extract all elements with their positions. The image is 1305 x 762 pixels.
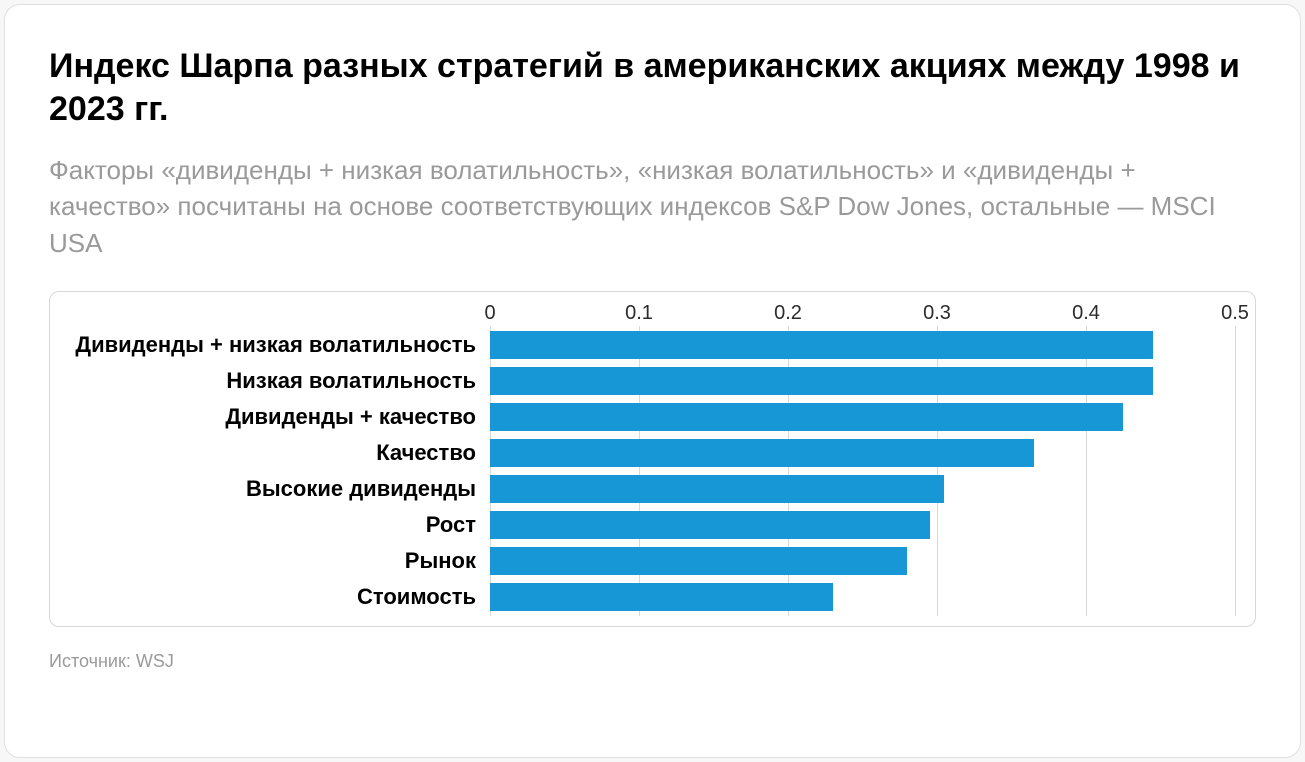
bar-track <box>490 402 1235 432</box>
bar-track <box>490 366 1235 396</box>
bar-track <box>490 510 1235 540</box>
bar <box>490 403 1123 431</box>
bar-label: Высокие дивиденды <box>70 474 490 504</box>
bar-label: Дивиденды + низкая волатильность <box>70 330 490 360</box>
chart-card: Индекс Шарпа разных стратегий в американ… <box>4 4 1301 758</box>
x-tick-label: 0 <box>484 302 495 325</box>
plot-area <box>490 330 1235 612</box>
x-tick-label: 0.5 <box>1221 302 1249 325</box>
bar-label: Качество <box>70 438 490 468</box>
bar-label: Дивиденды + качество <box>70 402 490 432</box>
bar <box>490 439 1034 467</box>
bars-layer <box>490 330 1235 612</box>
bar <box>490 547 907 575</box>
bar-label: Стоимость <box>70 582 490 612</box>
chart-source: Источник: WSJ <box>49 651 1256 672</box>
x-tick-label: 0.2 <box>774 302 802 325</box>
bar <box>490 511 930 539</box>
chart-container: 0 0.1 0.2 0.3 0.4 0.5 Дивиденды + низкая вола… <box>49 291 1256 627</box>
bar-track <box>490 546 1235 576</box>
bar <box>490 331 1153 359</box>
x-axis: 00.10.20.30.40.5 <box>70 302 1235 330</box>
bar-track <box>490 582 1235 612</box>
bar-label: Низкая волатильность <box>70 366 490 396</box>
x-axis-ticks: 00.10.20.30.40.5 <box>490 302 1235 330</box>
bar-track <box>490 474 1235 504</box>
chart-subtitle: Факторы «дивиденды + низкая волатильност… <box>49 152 1256 261</box>
bar-label: Рынок <box>70 546 490 576</box>
bar-track <box>490 330 1235 360</box>
bar-label: Рост <box>70 510 490 540</box>
gridline <box>1235 326 1236 616</box>
y-labels-spacer: Дивиденды + низкая волатильность Низкая в… <box>70 330 490 612</box>
chart-title: Индекс Шарпа разных стратегий в американ… <box>49 45 1256 130</box>
x-tick-label: 0.4 <box>1072 302 1100 325</box>
bar <box>490 583 833 611</box>
bar <box>490 367 1153 395</box>
x-tick-label: 0.1 <box>625 302 653 325</box>
bar-track <box>490 438 1235 468</box>
x-tick-label: 0.3 <box>923 302 951 325</box>
bar <box>490 475 944 503</box>
